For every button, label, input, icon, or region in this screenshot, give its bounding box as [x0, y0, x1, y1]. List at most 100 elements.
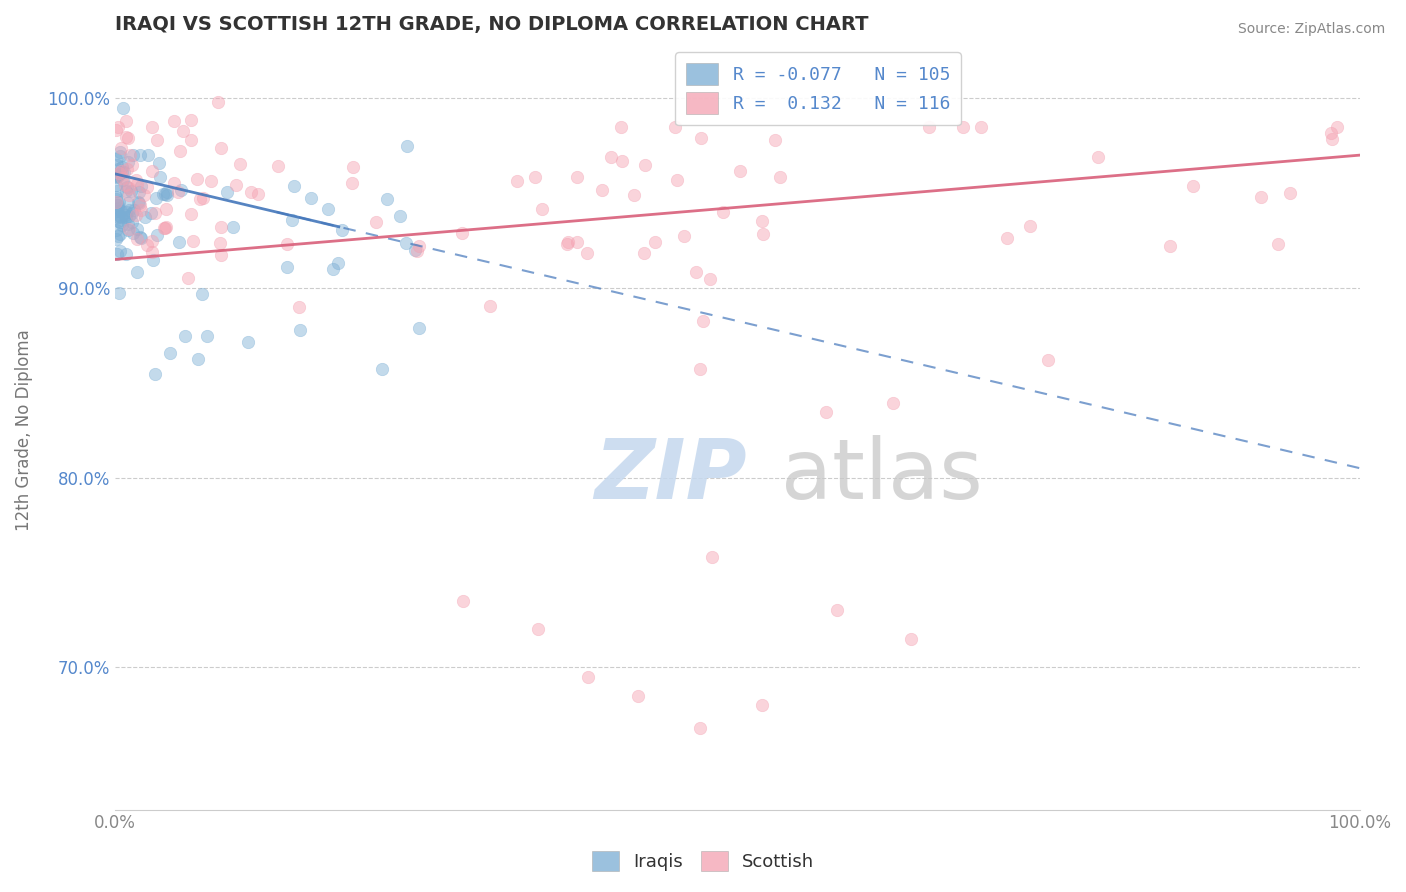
Point: [288, 300, 311, 314]
Point: [565, 235, 588, 250]
Point: [825, 603, 848, 617]
Point: [299, 191, 322, 205]
Point: [117, 155, 139, 169]
Point: [689, 361, 711, 376]
Point: [139, 205, 162, 219]
Point: [117, 131, 139, 145]
Point: [690, 131, 713, 145]
Point: [370, 362, 392, 376]
Point: [190, 192, 212, 206]
Point: [105, 189, 128, 203]
Point: [711, 205, 734, 219]
Point: [815, 405, 838, 419]
Point: [115, 161, 138, 176]
Point: [1182, 179, 1205, 194]
Point: [129, 179, 152, 194]
Point: [153, 186, 176, 201]
Point: [375, 193, 398, 207]
Point: [364, 215, 387, 229]
Point: [763, 133, 786, 147]
Point: [105, 247, 128, 261]
Point: [112, 172, 135, 186]
Point: [122, 226, 145, 240]
Point: [159, 346, 181, 360]
Point: [288, 323, 311, 337]
Point: [326, 256, 349, 270]
Point: [136, 180, 159, 194]
Point: [557, 235, 579, 249]
Point: [236, 334, 259, 349]
Point: [110, 171, 132, 186]
Point: [107, 169, 129, 183]
Point: [114, 208, 136, 222]
Point: [406, 244, 429, 258]
Point: [180, 112, 202, 127]
Point: [114, 130, 136, 145]
Point: [110, 164, 132, 178]
Point: [576, 670, 599, 684]
Point: [152, 187, 174, 202]
Point: [177, 271, 200, 285]
Point: [110, 209, 132, 223]
Point: [118, 202, 141, 217]
Point: [108, 244, 131, 258]
Point: [114, 113, 136, 128]
Point: [114, 205, 136, 219]
Point: [952, 120, 974, 134]
Point: [1278, 186, 1301, 200]
Legend: R = -0.077   N = 105, R =  0.132   N = 116: R = -0.077 N = 105, R = 0.132 N = 116: [675, 53, 962, 125]
Point: [1326, 120, 1348, 134]
Point: [969, 120, 991, 134]
Point: [222, 220, 245, 235]
Point: [117, 217, 139, 231]
Point: [118, 148, 141, 162]
Point: [751, 214, 773, 228]
Point: [104, 170, 127, 185]
Point: [527, 623, 550, 637]
Point: [453, 594, 475, 608]
Point: [105, 197, 128, 211]
Point: [120, 184, 142, 198]
Text: ZIP: ZIP: [593, 435, 747, 516]
Point: [145, 227, 167, 242]
Point: [156, 186, 179, 200]
Point: [122, 147, 145, 161]
Point: [107, 162, 129, 177]
Point: [692, 313, 714, 327]
Point: [730, 164, 752, 178]
Point: [666, 173, 689, 187]
Point: [104, 223, 127, 237]
Legend: Iraqis, Scottish: Iraqis, Scottish: [585, 844, 821, 879]
Point: [408, 239, 430, 253]
Text: Source: ZipAtlas.com: Source: ZipAtlas.com: [1237, 22, 1385, 37]
Point: [105, 232, 128, 246]
Point: [524, 170, 547, 185]
Point: [209, 235, 232, 250]
Point: [127, 194, 149, 209]
Point: [104, 123, 127, 137]
Point: [228, 157, 250, 171]
Point: [209, 248, 232, 262]
Point: [1267, 236, 1289, 251]
Point: [882, 395, 904, 409]
Point: [105, 158, 128, 172]
Point: [180, 207, 202, 221]
Point: [125, 209, 148, 223]
Point: [283, 179, 305, 194]
Point: [131, 231, 153, 245]
Point: [1320, 126, 1343, 140]
Point: [104, 202, 127, 216]
Point: [191, 287, 214, 301]
Point: [125, 173, 148, 187]
Point: [104, 167, 127, 181]
Point: [644, 235, 666, 249]
Point: [143, 367, 166, 381]
Point: [1320, 132, 1343, 146]
Point: [156, 188, 179, 202]
Point: [995, 231, 1018, 245]
Point: [918, 120, 941, 134]
Point: [610, 153, 633, 168]
Point: [505, 174, 527, 188]
Point: [104, 152, 127, 166]
Point: [752, 227, 775, 242]
